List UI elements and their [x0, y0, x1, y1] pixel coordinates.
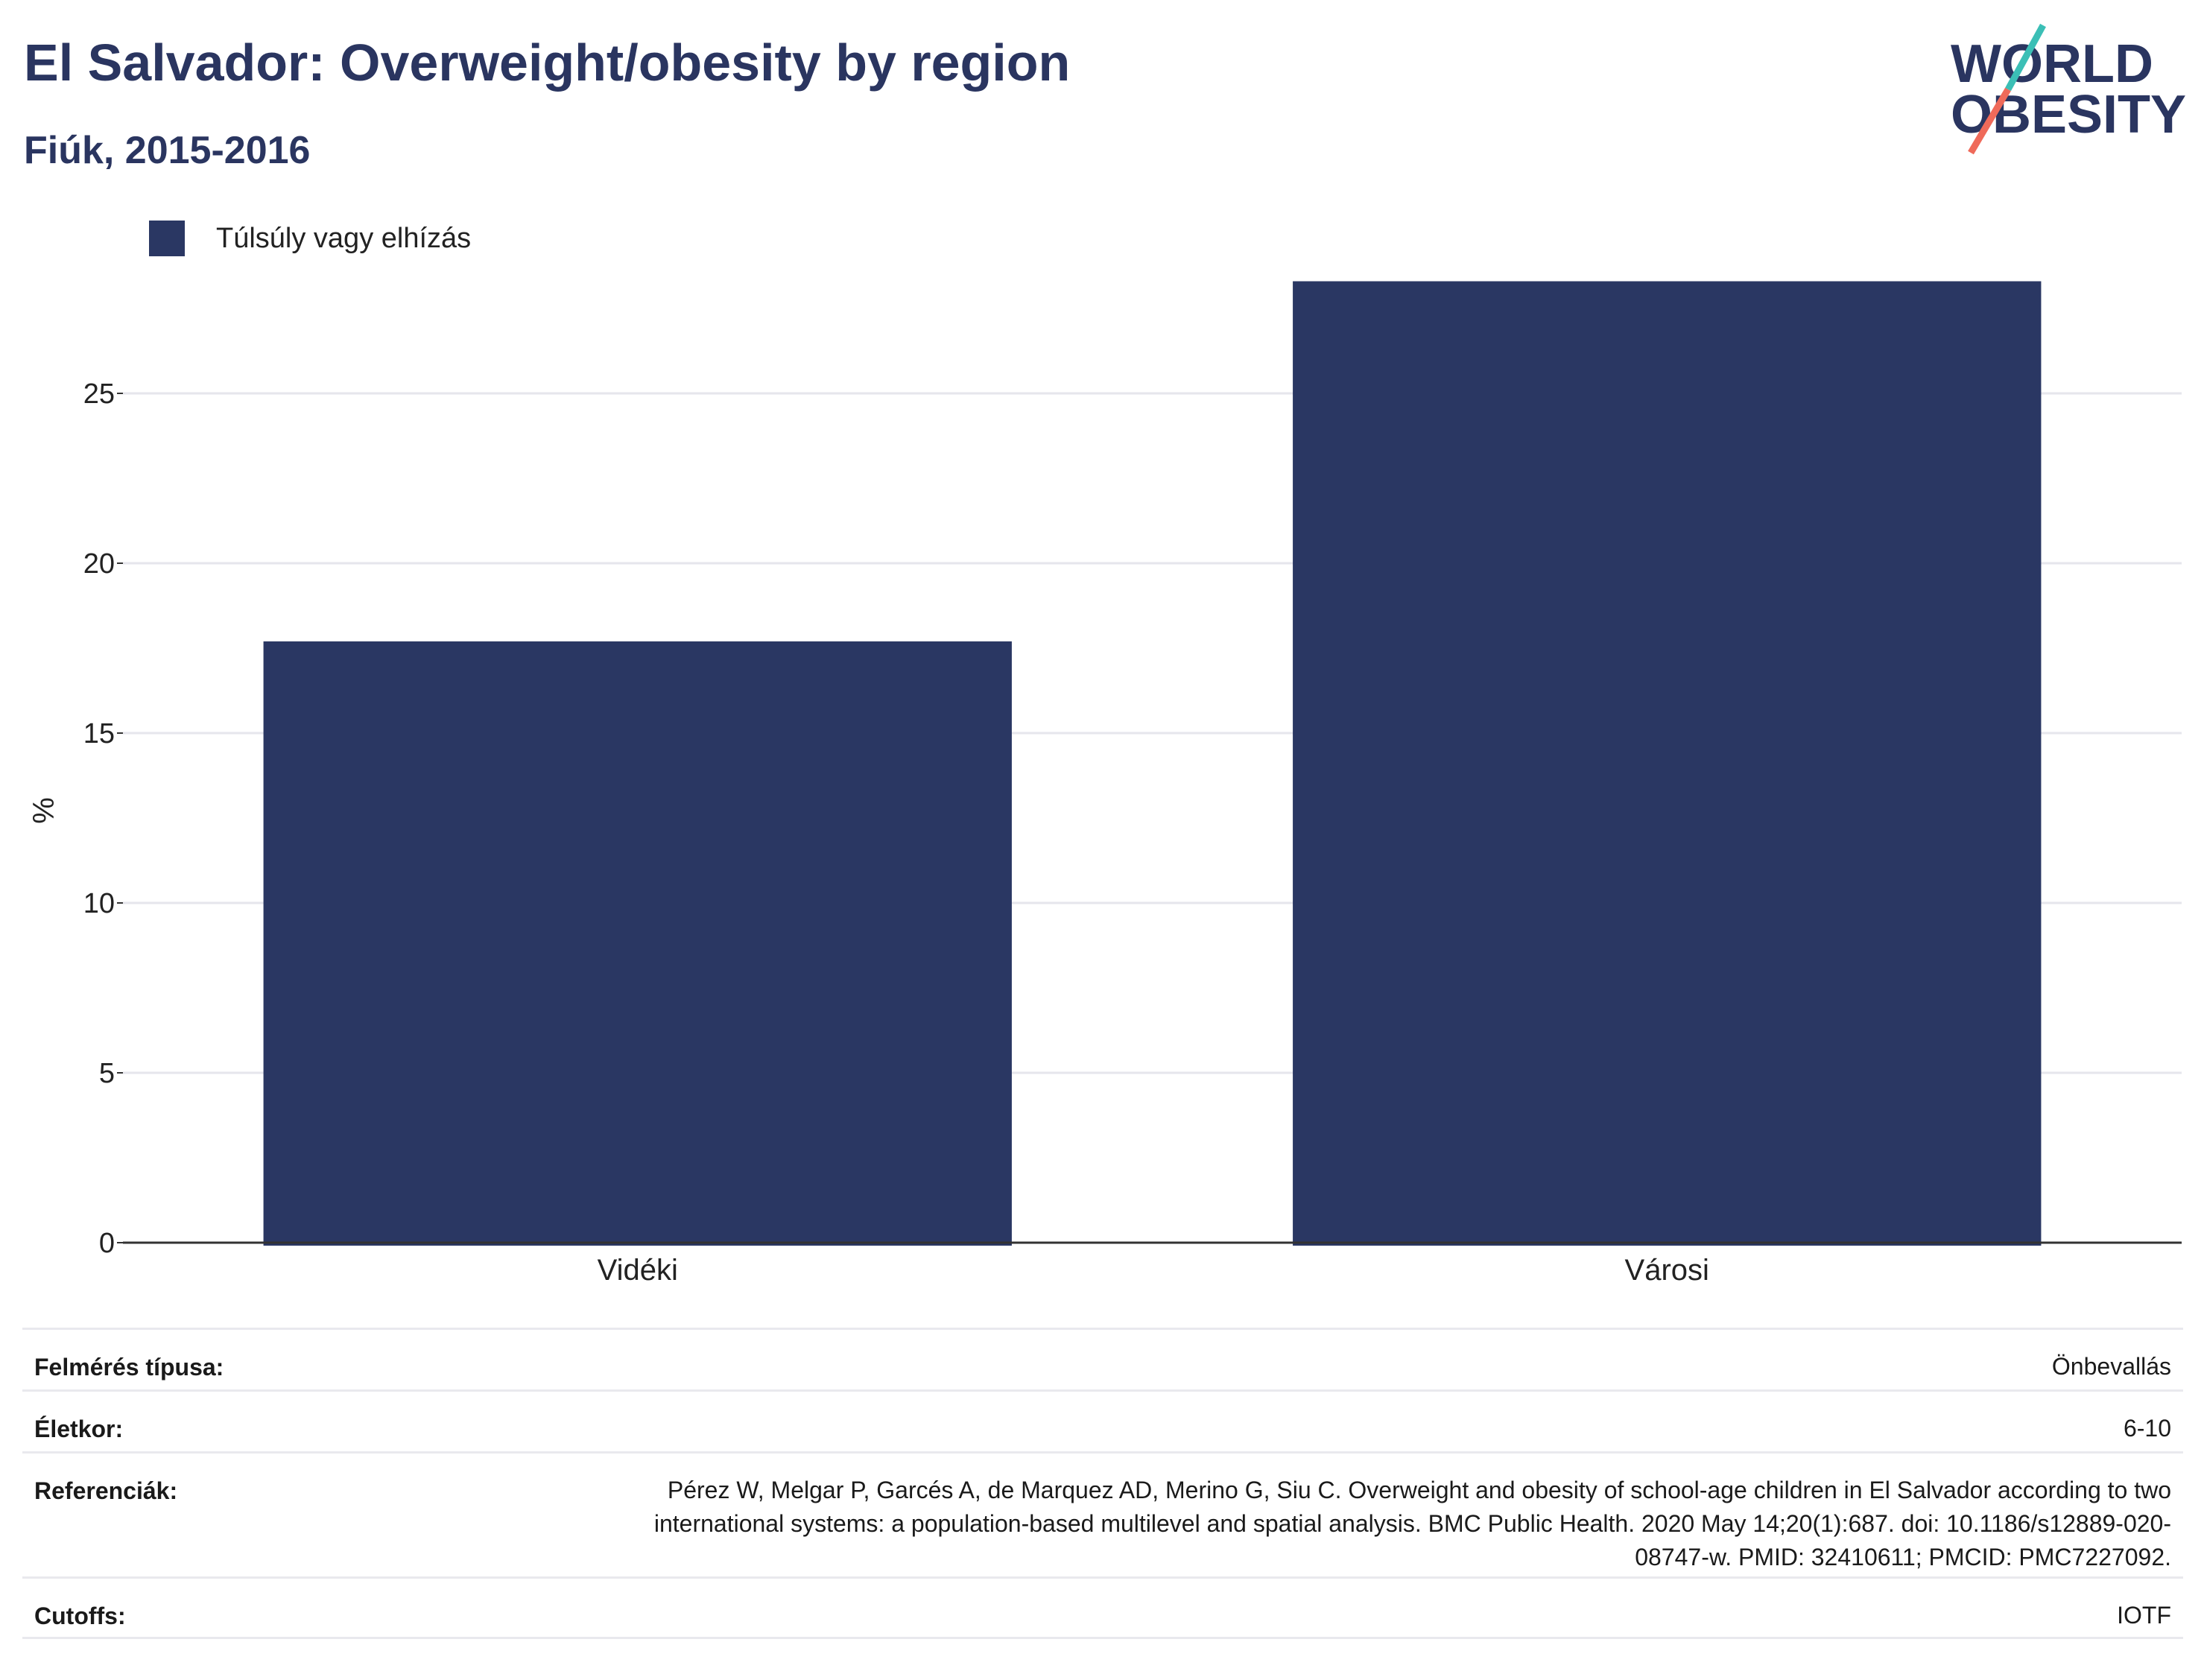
- x-tick-label: Városi: [1625, 1254, 1709, 1287]
- info-label: Referenciák:: [34, 1477, 178, 1504]
- y-tick-label: 0: [99, 1228, 115, 1259]
- legend: Túlsúly vagy elhízás: [149, 221, 471, 256]
- chart-title: El Salvador: Overweight/obesity by regio…: [24, 34, 1071, 92]
- info-label: Életkor:: [34, 1416, 124, 1442]
- info-value: Önbevallás: [2051, 1353, 2171, 1380]
- legend-label: Túlsúly vagy elhízás: [216, 222, 472, 254]
- info-label: Cutoffs:: [34, 1603, 126, 1629]
- bar-chart: 0 5 10 15 20 25% Vidéki Városi: [28, 281, 2182, 1287]
- y-tick-label: 10: [83, 888, 115, 919]
- legend-swatch: [149, 221, 185, 256]
- bar: [263, 641, 1012, 1246]
- info-label: Felmérés típusa:: [34, 1354, 224, 1381]
- logo-slash-coral: [1968, 87, 2011, 155]
- info-row-references: Referenciák: Pérez W, Melgar P, Garcés A…: [22, 1451, 2183, 1576]
- info-table: Felmérés típusa: Önbevallás Életkor: 6-1…: [22, 1328, 2183, 1639]
- info-row-cutoffs: Cutoffs: IOTF: [22, 1576, 2183, 1639]
- chart-subtitle: Fiúk, 2015-2016: [24, 129, 311, 172]
- y-tick-label: 25: [83, 378, 115, 410]
- logo-slash-teal: [2005, 23, 2046, 92]
- y-tick-label: 5: [99, 1058, 115, 1089]
- y-axis-label: %: [28, 797, 60, 824]
- info-value: IOTF: [2117, 1602, 2171, 1629]
- logo-text-world: WORLD: [1951, 34, 2153, 94]
- y-tick-label: 15: [83, 718, 115, 749]
- world-obesity-logo: WORLD OBESITY: [1951, 23, 2186, 155]
- bar: [1293, 281, 2042, 1246]
- info-value: Pérez W, Melgar P, Garcés A, de Marquez …: [653, 1477, 2171, 1570]
- info-row-age: Életkor: 6-10: [22, 1389, 2183, 1451]
- info-value: 6-10: [2123, 1415, 2171, 1442]
- y-tick-label: 20: [83, 548, 115, 580]
- x-tick-label: Vidéki: [598, 1254, 678, 1287]
- info-row-survey-type: Felmérés típusa: Önbevallás: [22, 1328, 2183, 1389]
